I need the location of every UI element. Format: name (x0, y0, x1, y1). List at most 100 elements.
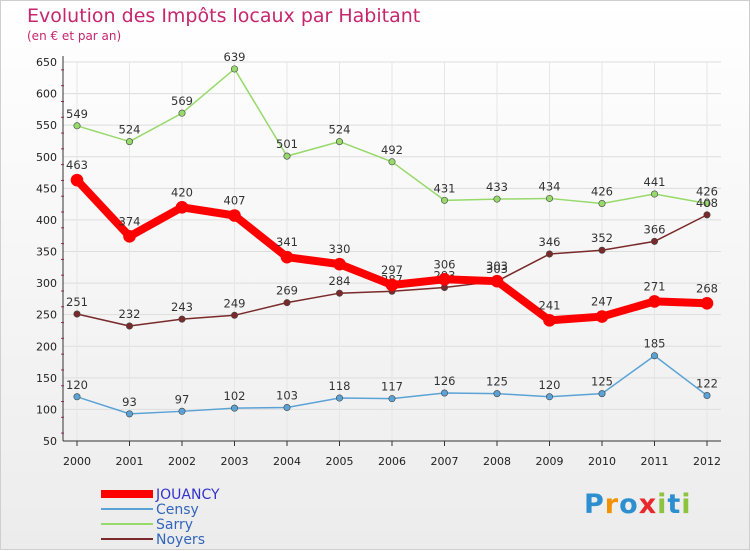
data-label: 303 (486, 259, 508, 273)
data-point (648, 295, 661, 308)
data-label: 524 (119, 123, 141, 137)
data-label: 492 (381, 143, 403, 157)
y-tick-label: 450 (36, 182, 57, 195)
data-label: 185 (644, 337, 666, 351)
data-point (178, 109, 186, 117)
data-label: 284 (329, 274, 351, 288)
data-label: 297 (381, 263, 403, 277)
data-label: 120 (66, 378, 88, 392)
data-point (545, 250, 553, 258)
data-label: 117 (381, 380, 403, 394)
data-point (440, 389, 448, 397)
data-point (126, 322, 134, 330)
data-point (493, 390, 501, 398)
data-label: 408 (696, 196, 718, 210)
series-jouancy: 463 374 420 407 341 330 297 306 303 241 247 271 268 (66, 158, 718, 327)
data-point (73, 393, 81, 401)
logo-letter: P (584, 489, 605, 520)
data-label: 341 (276, 235, 298, 249)
data-point (335, 289, 343, 297)
data-label: 330 (329, 242, 351, 256)
data-point (335, 138, 343, 146)
data-label: 97 (175, 392, 190, 406)
proxiti-logo: Proxiti (584, 489, 692, 520)
data-point (703, 199, 711, 207)
data-label: 125 (486, 375, 508, 389)
data-label: 426 (696, 184, 718, 198)
y-tick-label: 550 (36, 119, 57, 132)
chart-title: Evolution des Impôts locaux par Habitant (27, 5, 421, 27)
x-tick-label: 2006 (378, 455, 406, 468)
data-label: 524 (329, 123, 351, 137)
data-point (700, 296, 714, 310)
x-tick-label: 2002 (168, 455, 196, 468)
data-label: 501 (276, 137, 298, 151)
y-tick-label: 200 (36, 340, 57, 353)
data-label: 303 (486, 262, 508, 276)
data-point (283, 299, 291, 307)
y-tick-label: 500 (36, 151, 57, 164)
data-label: 434 (539, 179, 561, 193)
y-tick-label: 650 (36, 56, 57, 69)
data-point (385, 278, 399, 292)
legend-label: Sarry (156, 517, 193, 533)
data-label: 268 (696, 281, 718, 295)
x-tick-label: 2010 (588, 455, 616, 468)
data-label: 249 (224, 296, 246, 310)
data-point (283, 152, 291, 160)
data-label: 569 (171, 94, 193, 108)
data-label: 122 (696, 377, 718, 391)
data-label: 269 (276, 284, 298, 298)
data-point (650, 190, 658, 198)
x-tick-label: 2012 (693, 455, 721, 468)
data-label: 247 (591, 295, 613, 309)
y-tick-label: 400 (36, 214, 57, 227)
data-point (545, 393, 553, 401)
data-label: 346 (539, 235, 561, 249)
data-point (73, 310, 81, 318)
data-point (388, 395, 396, 403)
data-label: 420 (171, 185, 193, 199)
data-label: 366 (644, 222, 666, 236)
data-point (231, 311, 239, 319)
data-point (598, 246, 606, 254)
data-label: 441 (644, 175, 666, 189)
data-label: 407 (224, 193, 246, 207)
data-label: 102 (224, 389, 246, 403)
x-tick-label: 2011 (641, 455, 669, 468)
series-censy: 120 93 97 102 103 118 117 126 125 120 125 185 122 (66, 337, 718, 418)
data-label: 431 (434, 181, 456, 195)
data-point (178, 315, 186, 323)
data-label: 125 (591, 375, 613, 389)
data-label: 232 (119, 307, 141, 321)
y-tick-label: 350 (36, 246, 57, 259)
data-point (231, 65, 239, 73)
x-tick-label: 2005 (326, 455, 354, 468)
data-point (126, 410, 134, 418)
logo-letter: x (638, 489, 658, 520)
data-point (123, 230, 136, 243)
data-point (543, 314, 556, 327)
x-tick-label: 2004 (273, 455, 301, 468)
data-point (333, 257, 346, 271)
data-label: 549 (66, 107, 88, 121)
data-point (493, 195, 501, 203)
data-label: 251 (66, 295, 88, 309)
legend-label: JOUANCY (155, 487, 220, 503)
data-label: 126 (434, 374, 456, 388)
logo-letter: t (667, 489, 682, 520)
logo-letter: i (681, 489, 692, 520)
data-point (280, 250, 294, 264)
data-point (595, 310, 609, 323)
data-label: 426 (591, 184, 613, 198)
data-point (438, 272, 451, 286)
data-label: 118 (329, 379, 351, 393)
data-point (178, 407, 186, 415)
y-tick-label: 50 (43, 435, 57, 448)
data-point (650, 352, 658, 360)
x-tick-label: 2009 (536, 455, 564, 468)
y-tick-label: 250 (36, 309, 57, 322)
y-tick-label: 300 (36, 277, 57, 290)
data-point (126, 138, 134, 146)
